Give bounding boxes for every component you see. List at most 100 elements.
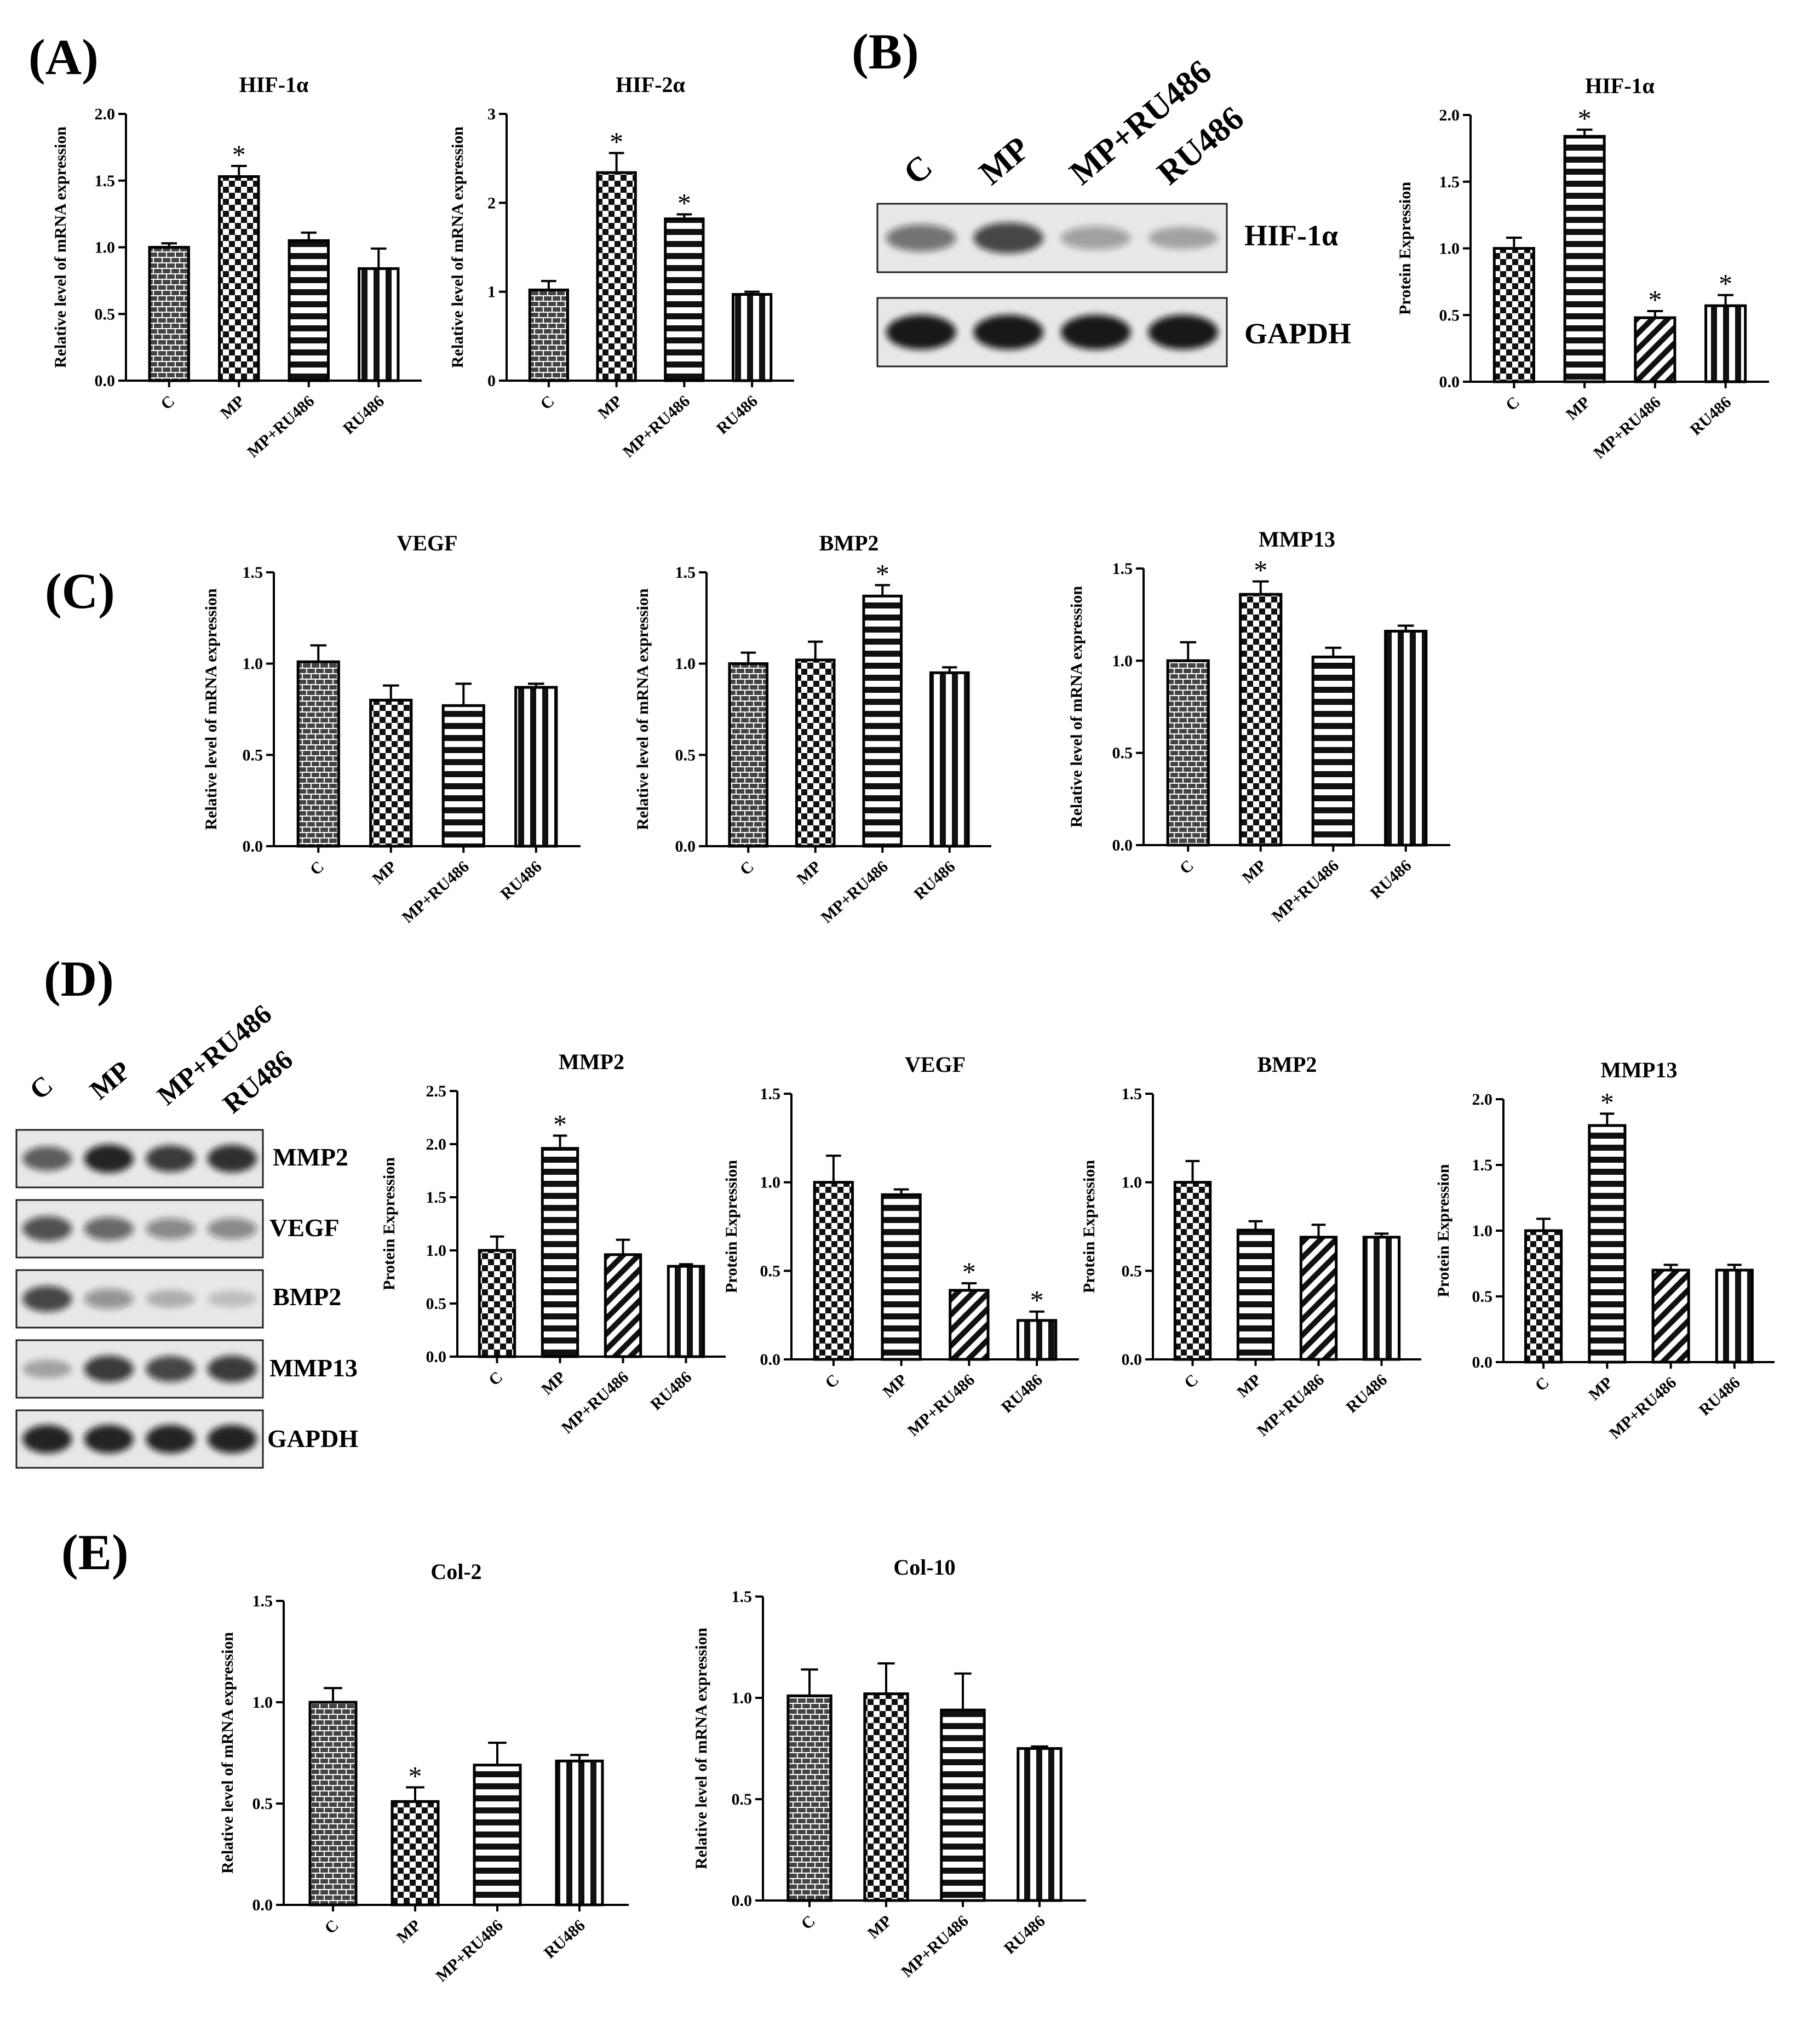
bar-c [728,662,769,848]
y-axis-label: Relative level of mRNA expression [202,588,220,830]
chart-c-bmp2-mrna: BMP2 Relative level of mRNA expression 0.0… [634,531,991,927]
y-tick-label: 0.0 [760,1351,781,1369]
x-tick-label-c: C [1176,857,1197,878]
bar-ru486 [667,1265,705,1358]
bar-ru486 [1362,1236,1401,1361]
band-hif-1-lane-4 [1148,227,1219,249]
x-tick-label-ru486: RU486 [541,1916,589,1962]
bar-mp [795,658,836,848]
y-axis-label: Protein Expression [1396,182,1414,315]
y-tick-label: 1.0 [252,1693,273,1712]
y-tick-label: 0.0 [732,1892,753,1910]
band-mmp13-lane-3 [146,1356,196,1382]
y-tick-label: 1.5 [243,564,263,582]
x-tick-label-mp-ru486: MP+RU486 [619,392,693,461]
significance-star-mp-ru486: * [962,1256,976,1287]
panel-label-e: (E) [61,1524,129,1580]
bar-ru486 [1017,1747,1063,1902]
x-tick-label-ru486: RU486 [998,1371,1046,1417]
y-tick-label: 1.5 [95,172,116,190]
y-tick-label: 1.0 [1122,1174,1142,1192]
band-gapdh-lane-2 [84,1425,134,1454]
chart-title: MMP13 [1601,1058,1678,1082]
x-tick-label-mp: MP [1233,1371,1265,1402]
bar-mp-ru486 [1311,656,1355,847]
y-tick-label: 1.5 [252,1592,273,1610]
bar-c [1166,659,1210,847]
y-tick-label: 0.5 [1439,306,1460,324]
x-tick-label-mp-ru486: MP+RU486 [399,858,473,927]
y-tick-label: 1.5 [675,564,696,582]
x-tick-label-mp-ru486: MP+RU486 [1268,857,1342,926]
y-tick-label: 0.5 [426,1295,447,1313]
band-hif-1-lane-2 [973,222,1044,254]
significance-star-mp: * [610,126,623,157]
chart-c-mmp13-mrna: MMP13 Relative level of mRNA expression 0.… [1067,527,1450,926]
bar-ru486 [555,1759,604,1907]
x-tick-label-ru486: RU486 [911,858,959,904]
bar-mp-ru486 [604,1253,642,1358]
panel-label-c: (C) [45,563,115,619]
band-vegf-lane-3 [146,1218,196,1239]
chart-c-vegf-mrna: VEGF Relative level of mRNA expression 0.0… [202,531,581,927]
x-tick-label-mp: MP [864,1912,895,1943]
bar-mp-ru486 [664,217,705,382]
y-tick-label: 2.0 [95,105,116,123]
bar-mp [1588,1124,1627,1364]
y-tick-label: 0.0 [1472,1353,1493,1371]
blot-b-band-gapdh: GAPDH [1244,317,1351,350]
x-tick-label-c: C [1181,1371,1202,1392]
bar-c [786,1694,832,1902]
y-tick-label: 2.0 [1439,106,1460,124]
chart-title: Col-2 [430,1559,481,1584]
significance-star-mp: * [409,1760,422,1791]
chart-a-hif1a-mrna: HIF-1α Relative level of mRNA expression 0… [51,72,422,461]
y-axis-label: Protein Expression [380,1157,398,1290]
y-axis-label: Relative level of mRNA expression [51,127,70,368]
y-tick-label: 1.5 [1439,173,1460,191]
western-blot-b: C MP MP+RU486 RU486 HIF-1α GAPDH [876,53,1351,368]
bar-c [1173,1181,1212,1361]
chart-title: MMP2 [559,1049,624,1074]
y-tick-label: 0.0 [426,1348,447,1366]
significance-star-ru486: * [1719,268,1732,299]
blot-d-band-mmp13: MMP13 [269,1354,358,1382]
x-tick-label-mp-ru486: MP+RU486 [433,1916,507,1985]
y-tick-label: 0.0 [95,372,116,390]
y-tick-label: 0.0 [675,837,696,856]
y-tick-label: 1.0 [1112,652,1133,670]
x-tick-label-ru486: RU486 [647,1368,695,1414]
western-blot-d: C MP MP+RU486 RU486 MMP2 VEGF BMP2 MMP13… [15,998,358,1469]
significance-star-mp-ru486: * [1648,284,1662,315]
x-tick-label-mp-ru486: MP+RU486 [244,392,318,461]
x-tick-label-c: C [537,392,558,414]
y-axis-label: Protein Expression [1080,1160,1098,1293]
y-tick-label: 1.0 [732,1689,753,1707]
y-tick-label: 1.0 [95,239,116,257]
blot-d-lane-mp: MP [84,1055,136,1106]
y-tick-label: 0.5 [95,305,116,323]
blot-b-strips [876,203,1228,368]
y-tick-label: 0.0 [1112,836,1133,854]
x-tick-label-c: C [1502,393,1523,415]
x-tick-label-ru486: RU486 [497,858,546,904]
chart-title: BMP2 [819,531,879,555]
x-tick-label-mp-ru486: MP+RU486 [1254,1371,1328,1440]
chart-title: MMP13 [1259,527,1335,552]
bar-ru486 [929,671,970,848]
y-tick-label: 0.0 [252,1896,273,1914]
y-tick-label: 1.0 [675,655,696,673]
bar-c [528,288,570,382]
y-tick-label: 1.5 [1112,560,1133,578]
band-gapdh-lane-1 [22,1425,72,1454]
bar-ru486 [1704,304,1747,383]
y-tick-label: 0.5 [732,1790,753,1808]
bar-mp [1236,1228,1275,1361]
y-tick-label: 2 [487,194,496,212]
bar-mp [596,171,637,382]
chart-d-vegf-protein: VEGF Protein Expression 0.0 0.5 1.0 1.5 C MP * MP… [722,1052,1079,1440]
band-mmp13-lane-1 [22,1359,72,1379]
y-axis-label: Relative level of mRNA expression [692,1628,710,1869]
chart-title: VEGF [905,1052,966,1077]
blot-d-strips [15,1129,264,1469]
